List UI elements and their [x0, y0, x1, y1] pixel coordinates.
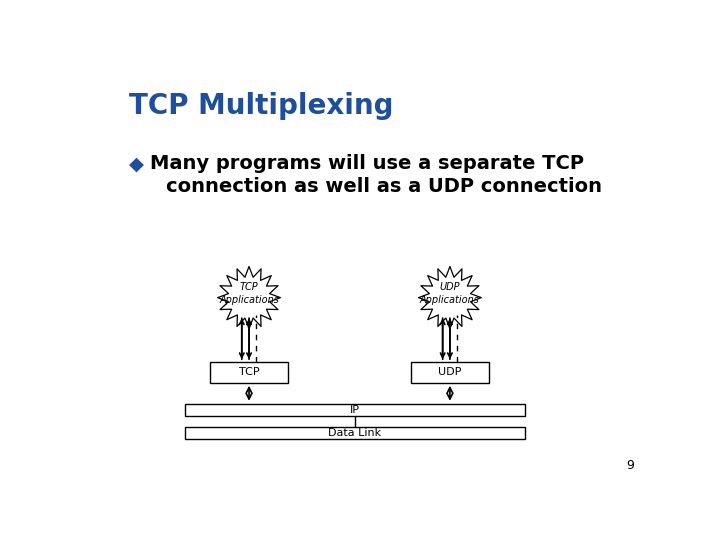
Bar: [185, 427, 526, 439]
Text: UDP: UDP: [438, 368, 462, 377]
Text: ◆: ◆: [129, 154, 144, 173]
Text: Data Link: Data Link: [328, 428, 382, 438]
Bar: [411, 362, 489, 383]
Bar: [185, 404, 526, 416]
Text: Many programs will use a separate TCP: Many programs will use a separate TCP: [150, 154, 584, 173]
Bar: [210, 362, 288, 383]
Text: connection as well as a UDP connection: connection as well as a UDP connection: [166, 177, 602, 196]
Text: 9: 9: [626, 460, 634, 472]
Text: TCP Multiplexing: TCP Multiplexing: [129, 92, 394, 120]
Text: TCP
Applications: TCP Applications: [219, 282, 279, 305]
Text: UDP
Applications: UDP Applications: [420, 282, 480, 305]
Text: TCP: TCP: [239, 368, 259, 377]
Text: IP: IP: [350, 405, 360, 415]
